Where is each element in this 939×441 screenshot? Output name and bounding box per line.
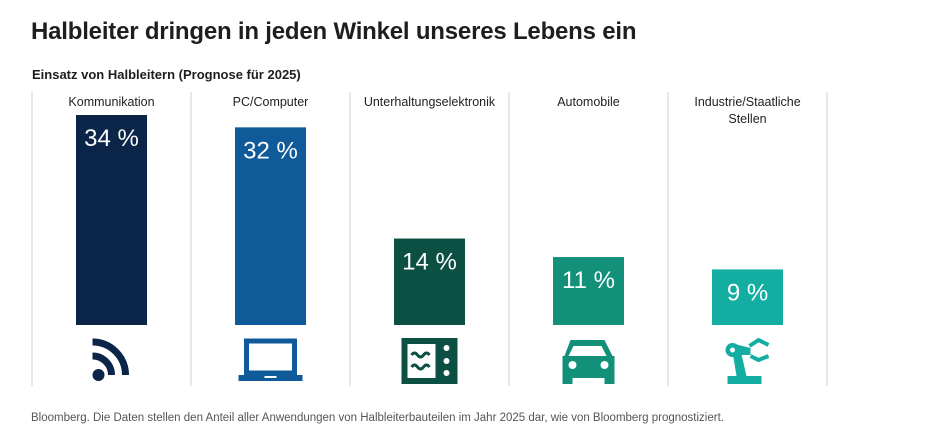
bar xyxy=(76,115,147,325)
laptop-icon xyxy=(238,338,303,381)
category-label: PC/Computer xyxy=(233,95,309,109)
chart-subtitle: Einsatz von Halbleitern (Prognose für 20… xyxy=(32,67,301,82)
chart-title: Halbleiter dringen in jeden Winkel unser… xyxy=(31,18,637,45)
wireless-signal-icon xyxy=(92,338,129,381)
value-label: 9 % xyxy=(727,279,768,306)
category-label: Unterhaltungselektronik xyxy=(364,95,496,109)
car-icon xyxy=(562,340,615,384)
category-label: Kommunikation xyxy=(68,95,154,109)
bar xyxy=(553,257,624,325)
value-label: 14 % xyxy=(402,249,457,276)
value-label: 32 % xyxy=(243,137,298,164)
value-label: 11 % xyxy=(562,267,615,294)
category-label: Industrie/Staatliche xyxy=(694,95,800,109)
category-label: Automobile xyxy=(557,95,620,109)
source-note: Bloomberg. Die Daten stellen den Anteil … xyxy=(31,412,724,424)
bar xyxy=(394,238,465,325)
robot-arm-icon xyxy=(725,337,770,384)
bar xyxy=(235,127,306,326)
bar xyxy=(712,269,783,325)
microwave-icon xyxy=(401,338,458,384)
category-label: Stellen xyxy=(728,112,766,126)
value-label: 34 % xyxy=(84,125,139,152)
